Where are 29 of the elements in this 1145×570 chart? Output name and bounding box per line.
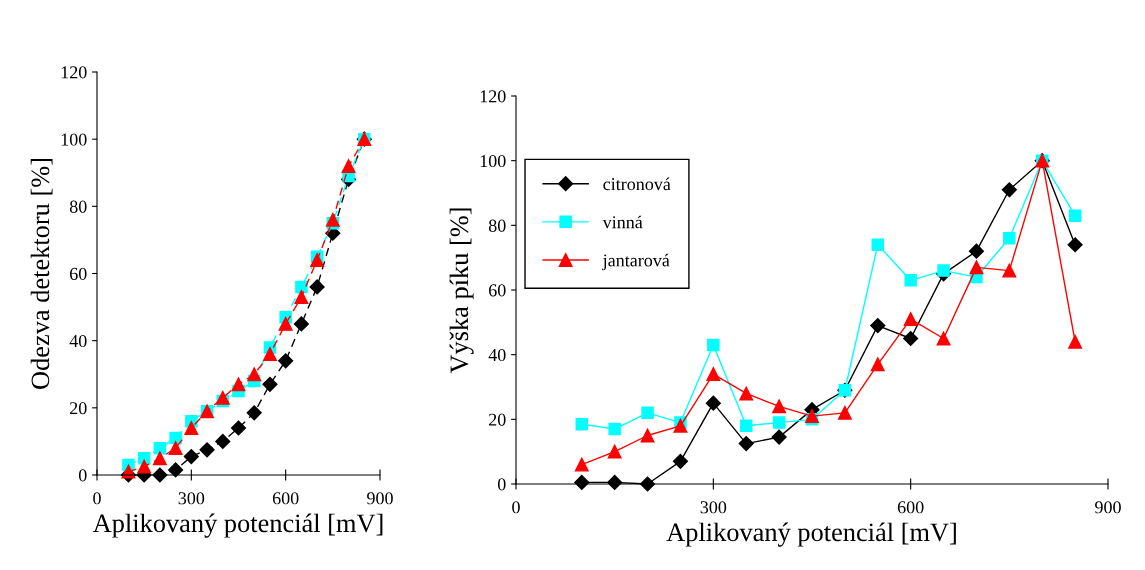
y-tick-label: 80 [488, 219, 506, 232]
legend-label: vinná [602, 215, 643, 229]
y-tick-label: 80 [69, 200, 87, 213]
x-tick-label: 300 [178, 492, 205, 505]
y-tick-label: 20 [70, 402, 87, 415]
x-tick-label: 300 [700, 501, 727, 514]
y-tick-label: 100 [480, 154, 506, 168]
x-tick-label: 900 [1095, 501, 1121, 514]
y-tick-label: 40 [69, 334, 87, 348]
y-tick-label: 40 [488, 348, 506, 362]
y-tick-label: 120 [61, 66, 87, 79]
y-tick-label: 60 [70, 267, 87, 280]
x-tick-label: 600 [897, 501, 924, 514]
x-tick-label: 0 [93, 492, 101, 505]
y-tick-label: 0 [497, 478, 506, 491]
x-tick-label: 600 [272, 492, 299, 505]
y-tick-label: 0 [78, 469, 87, 482]
x-tick-label: 900 [367, 492, 393, 505]
y-tick-label: 20 [489, 413, 506, 426]
x-axis-title: Aplikovaný potenciál [mV] [666, 522, 956, 547]
y-axis-title: Odezva detektoru [%] [30, 158, 53, 389]
y-axis-title: Výška píku [%] [449, 208, 474, 374]
legend-label: jantarová [602, 253, 670, 271]
y-tick-label: 120 [480, 90, 506, 103]
y-tick-label: 60 [489, 284, 506, 297]
legend-label: citronová [603, 177, 671, 191]
x-axis-title: Aplikovaný potenciál [mV] [92, 513, 383, 538]
x-tick-label: 0 [512, 501, 520, 514]
y-tick-label: 100 [61, 133, 87, 146]
